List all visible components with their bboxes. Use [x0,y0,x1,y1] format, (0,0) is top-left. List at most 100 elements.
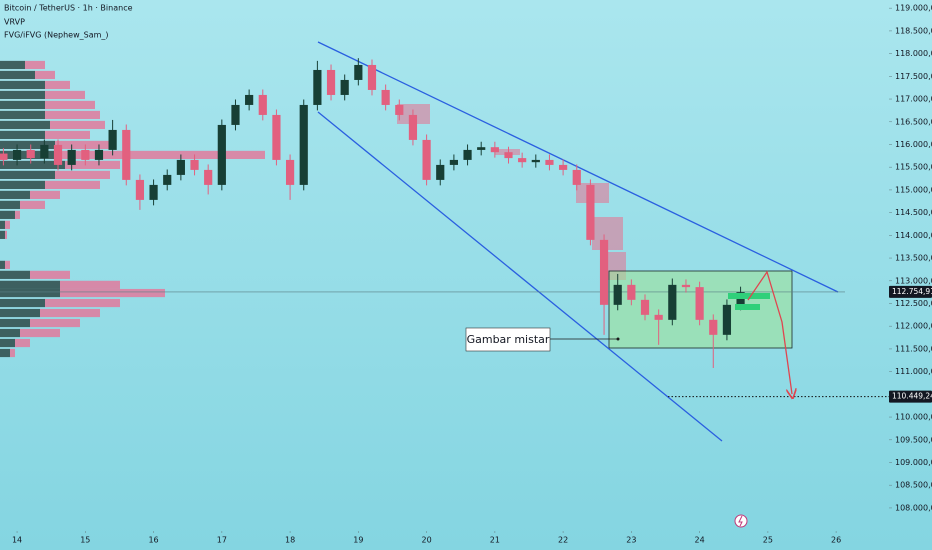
candle-body [559,164,568,170]
y-tick-label: 118.000,00 [895,49,932,58]
y-tick-label: 112.000,00 [895,322,932,331]
volume-up-bar [0,110,45,120]
volume-up-bar [0,170,55,179]
candle-body [176,159,185,175]
candle-body [67,149,76,165]
y-tick-label: 119.000,00 [895,4,932,13]
y-tick-label: 110.000,00 [895,413,932,422]
candle-body [94,149,104,160]
volume-down-bar [45,130,90,140]
volume-up-bar [0,280,60,289]
y-tick-label: 109.500,00 [895,435,932,444]
ifvg-box [735,304,760,310]
candle-body [12,149,22,160]
candle-body [53,144,63,165]
volume-down-bar [45,80,70,90]
y-tick-label: 112.500,00 [895,299,932,308]
y-tick-label: 117.000,00 [895,95,932,104]
volume-down-bar [5,230,7,239]
annotation-dot [616,337,620,341]
candle-body [245,94,254,105]
volume-down-bar [35,70,55,80]
y-tick-label: 118.500,00 [895,26,932,35]
x-tick-label: 26 [831,536,841,545]
volume-down-bar [15,338,30,348]
candle-body [190,159,199,170]
x-tick-label: 19 [353,536,363,545]
candle-body [381,89,390,105]
volume-profile [0,60,265,358]
candle-body [204,169,213,185]
price-label: 110.449,24 [892,392,932,401]
candle-body [722,304,732,335]
price-label-box [889,390,932,403]
candle-body [640,299,650,315]
x-tick-label: 14 [12,536,22,545]
y-tick-label: 111.500,00 [895,344,932,353]
volume-down-bar [45,100,95,110]
candle-body [695,287,704,320]
candle-body [709,319,718,335]
volume-up-bar [0,348,10,358]
volume-down-bar [55,140,110,150]
y-tick-label: 108.500,00 [895,481,932,490]
x-tick-label: 24 [695,536,705,545]
candle-body [217,124,226,185]
candle-body [490,147,499,153]
candle-body [81,149,90,160]
candle-body [422,139,431,180]
candle-body [463,149,472,160]
volume-down-bar [5,220,10,229]
volume-down-bar [45,110,100,120]
price-label: 112.754,91 [892,287,932,296]
volume-down-bar [25,60,45,70]
ifvg-box [728,293,770,299]
candle-body [531,159,540,163]
volume-up-bar [0,60,25,70]
volume-up-bar [0,160,65,170]
volume-down-bar [30,270,70,279]
candle-body [326,69,336,95]
y-tick-label: 114.000,00 [895,231,932,240]
y-tick-label: 117.500,00 [895,72,932,81]
candle-body [163,174,172,185]
annotation-box [465,327,551,352]
event-icon[interactable] [734,514,748,528]
volume-down-bar [20,328,60,338]
volume-up-bar [0,180,45,189]
volume-up-bar [0,338,15,348]
y-tick-label: 116.000,00 [895,140,932,149]
candle-body [599,239,609,305]
volume-down-bar [55,170,110,179]
volume-down-bar [45,90,85,100]
candle-body [504,152,513,159]
x-tick-label: 18 [285,536,295,545]
volume-down-bar [30,190,60,199]
candle-body [627,284,636,300]
projection-path [747,270,792,394]
volume-up-bar [0,220,5,229]
candle-body [258,94,267,115]
candle-body [299,104,308,185]
volume-down-bar [65,160,120,170]
volume-down-bar [45,298,120,308]
candle-body [122,129,131,180]
volume-down-bar [60,150,265,160]
volume-up-bar [0,130,45,140]
candle-body [545,159,554,165]
volume-down-bar [20,200,45,209]
x-tick-label: 17 [217,536,227,545]
candle-body [135,179,145,200]
volume-up-bar [0,298,45,308]
candle-body [367,64,377,90]
candle-body [518,158,527,163]
x-tick-label: 16 [148,536,158,545]
volume-up-bar [0,90,45,100]
lower-trendline [317,111,723,442]
candle-body [613,284,622,305]
x-tick-label: 25 [763,536,773,545]
y-tick-label: 113.500,00 [895,254,932,263]
volume-down-bar [50,120,105,130]
y-tick-label: 116.500,00 [895,117,932,126]
